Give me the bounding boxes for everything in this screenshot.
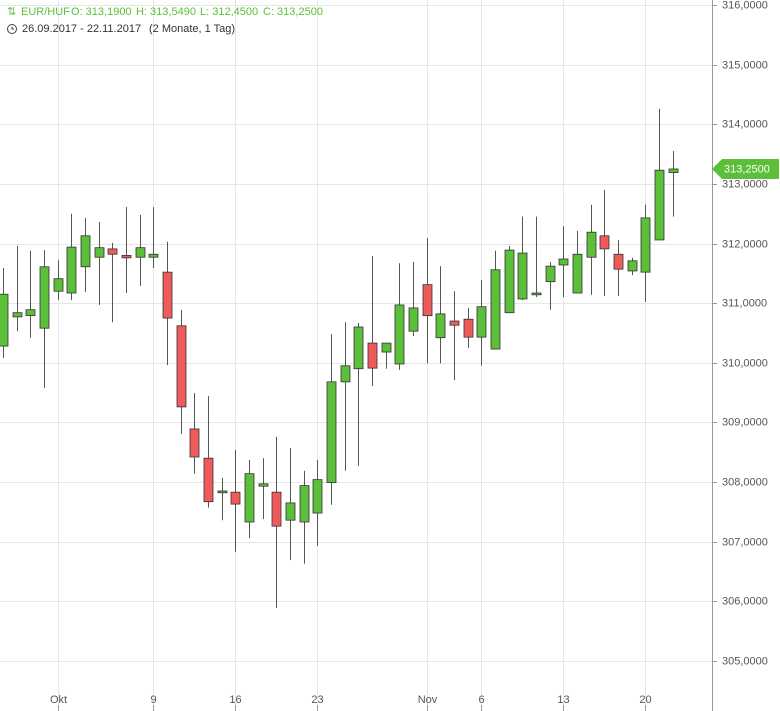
x-tick-label: 16: [229, 694, 241, 706]
candle-body: [394, 304, 405, 365]
candle-body: [463, 318, 474, 338]
candle-body: [189, 428, 200, 458]
header-range: 26.09.2017 - 22.11.2017: [22, 23, 141, 35]
x-tick-label: Nov: [418, 694, 438, 706]
candle-body: [326, 381, 337, 484]
candle-body: [545, 265, 556, 283]
y-tick-label: 311,0000: [722, 297, 767, 309]
x-tick-label: 23: [311, 694, 323, 706]
candle-body: [25, 309, 36, 317]
header-icon: ⇅: [7, 6, 16, 18]
x-tick-label: 6: [478, 694, 484, 706]
candle-body: [558, 258, 569, 266]
candle-body: [668, 168, 679, 173]
candle-body: [135, 247, 146, 258]
candle-body: [217, 490, 228, 494]
y-tick-label: 306,0000: [722, 595, 768, 607]
candle-body: [39, 266, 50, 329]
x-tick-label: Okt: [50, 694, 67, 706]
candle-body: [0, 293, 9, 347]
candle-body: [299, 485, 310, 523]
clock-icon: [7, 24, 17, 34]
x-tick-label: 9: [150, 694, 156, 706]
candle-body: [640, 217, 651, 273]
candle-body: [203, 457, 214, 503]
y-tick-label: 310,0000: [722, 357, 768, 369]
candle-body: [121, 255, 132, 259]
header-close: C: 313,2500: [263, 6, 323, 18]
candle-body: [285, 502, 296, 521]
y-tick-label: 316,0000: [722, 0, 768, 11]
y-tick-label: 305,0000: [722, 655, 768, 667]
candle-body: [572, 253, 583, 294]
candle-body: [476, 306, 487, 338]
candle-body: [531, 292, 542, 296]
candle-body: [94, 247, 105, 258]
header: ⇅ EUR/HUF O: 313,1900 H: 313,5490 L: 312…: [7, 6, 323, 35]
candle-body: [613, 253, 624, 270]
candle-body: [148, 253, 159, 258]
candle-body: [381, 342, 392, 353]
y-tick-label: 315,0000: [722, 59, 768, 71]
candle-body: [367, 342, 378, 369]
x-tick-label: 13: [557, 694, 569, 706]
candle-body: [435, 313, 446, 339]
candle-body: [80, 235, 91, 268]
candle-body: [53, 278, 64, 292]
candle-body: [66, 246, 77, 294]
header-duration: (2 Monate, 1 Tag): [149, 23, 235, 35]
y-tick-label: 312,0000: [722, 238, 768, 250]
y-tick-label: 309,0000: [722, 416, 768, 428]
y-tick-label: 308,0000: [722, 476, 768, 488]
last-price-label: 313,2500: [724, 163, 770, 175]
header-symbol: EUR/HUF: [21, 6, 70, 18]
candle-body: [627, 260, 638, 272]
candle-body: [449, 320, 460, 326]
candle-body: [353, 326, 364, 370]
clock-hands: [11, 26, 14, 30]
candle-body: [504, 249, 515, 314]
last-price-box: [712, 158, 779, 179]
candle-body: [586, 231, 597, 258]
candle-body: [258, 483, 269, 487]
candle-body: [271, 491, 282, 527]
candle-body: [422, 284, 433, 317]
candle-body: [408, 307, 419, 332]
x-tick-label: 20: [639, 694, 651, 706]
candle-body: [107, 248, 118, 255]
header-open: O: 313,1900: [71, 6, 132, 18]
header-low: L: 312,4500: [200, 6, 258, 18]
candle-body: [599, 235, 610, 250]
candle-body: [517, 252, 528, 300]
candle-body: [162, 271, 173, 319]
y-tick-label: 313,0000: [722, 178, 768, 190]
y-tick-label: 314,0000: [722, 118, 768, 130]
y-tick-label: 307,0000: [722, 536, 768, 548]
candle-body: [176, 325, 187, 408]
candle-body: [340, 365, 351, 383]
candle-body: [230, 491, 241, 505]
candle-body: [244, 473, 255, 523]
candles: [0, 108, 679, 608]
candle-body: [12, 312, 23, 318]
candle-body: [654, 169, 665, 241]
candle-body: [490, 269, 501, 350]
candle-body: [312, 479, 323, 514]
header-high: H: 313,5490: [136, 6, 196, 18]
